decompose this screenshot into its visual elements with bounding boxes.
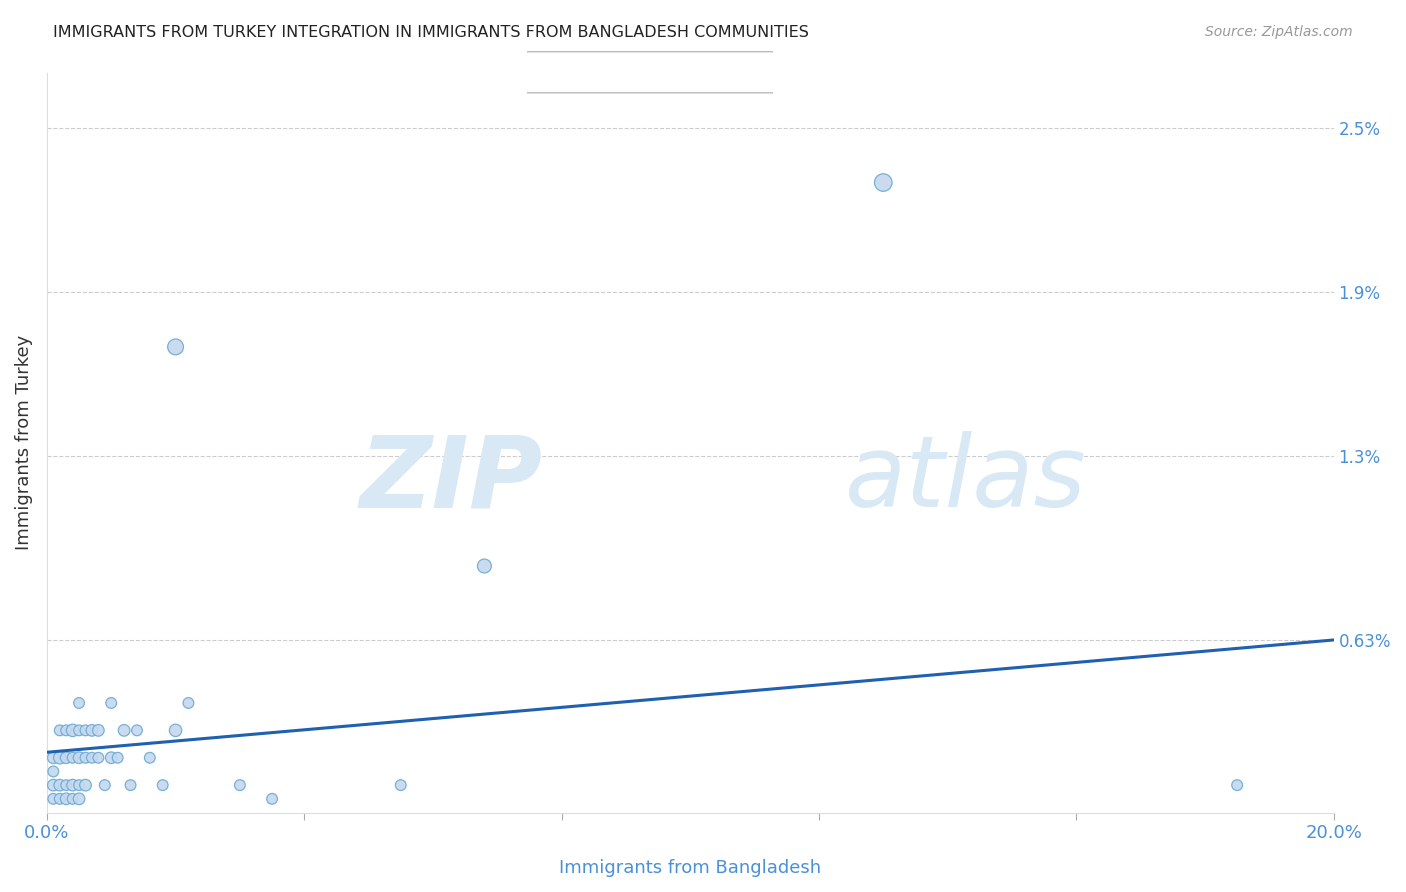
Point [165, 723, 187, 738]
Point [49, 792, 72, 806]
Point [107, 750, 129, 764]
Point [474, 559, 496, 574]
Point [67, 696, 90, 710]
Text: ZIP: ZIP [360, 431, 543, 528]
Point [67, 792, 90, 806]
Text: 0.146: 0.146 [575, 62, 631, 82]
FancyBboxPatch shape [524, 52, 776, 93]
Point [165, 340, 187, 354]
Point [62, 750, 84, 764]
Text: R =: R = [536, 62, 578, 82]
Point [49, 723, 72, 738]
Point [42, 792, 65, 806]
Point [55, 792, 77, 806]
Point [100, 696, 122, 710]
Point [80, 723, 103, 738]
Point [389, 778, 412, 792]
Point [177, 696, 200, 710]
Point [67, 723, 90, 738]
Text: Source: ZipAtlas.com: Source: ZipAtlas.com [1205, 25, 1353, 39]
Point [262, 792, 284, 806]
Point [80, 750, 103, 764]
Text: IMMIGRANTS FROM TURKEY INTEGRATION IN IMMIGRANTS FROM BANGLADESH COMMUNITIES: IMMIGRANTS FROM TURKEY INTEGRATION IN IM… [53, 25, 810, 40]
Point [75, 723, 97, 738]
Point [55, 723, 77, 738]
Point [55, 750, 77, 764]
Point [87, 723, 110, 738]
Point [42, 750, 65, 764]
Point [49, 750, 72, 764]
Point [42, 778, 65, 792]
Text: 46: 46 [693, 62, 720, 82]
Point [42, 764, 65, 779]
Point [1226, 778, 1249, 792]
Point [62, 723, 84, 738]
Point [125, 723, 148, 738]
Text: N =: N = [638, 62, 682, 82]
Point [67, 778, 90, 792]
Point [112, 723, 135, 738]
Point [87, 750, 110, 764]
Point [139, 750, 162, 764]
Point [55, 778, 77, 792]
Point [62, 778, 84, 792]
Point [75, 750, 97, 764]
Point [75, 778, 97, 792]
Point [49, 778, 72, 792]
Point [120, 778, 142, 792]
Point [152, 778, 174, 792]
Point [67, 750, 90, 764]
Point [62, 792, 84, 806]
Point [229, 778, 252, 792]
Point [100, 750, 122, 764]
Point [872, 176, 894, 190]
Point [94, 778, 117, 792]
X-axis label: Immigrants from Bangladesh: Immigrants from Bangladesh [560, 859, 821, 877]
Text: atlas: atlas [845, 431, 1087, 528]
Y-axis label: Immigrants from Turkey: Immigrants from Turkey [15, 335, 32, 550]
